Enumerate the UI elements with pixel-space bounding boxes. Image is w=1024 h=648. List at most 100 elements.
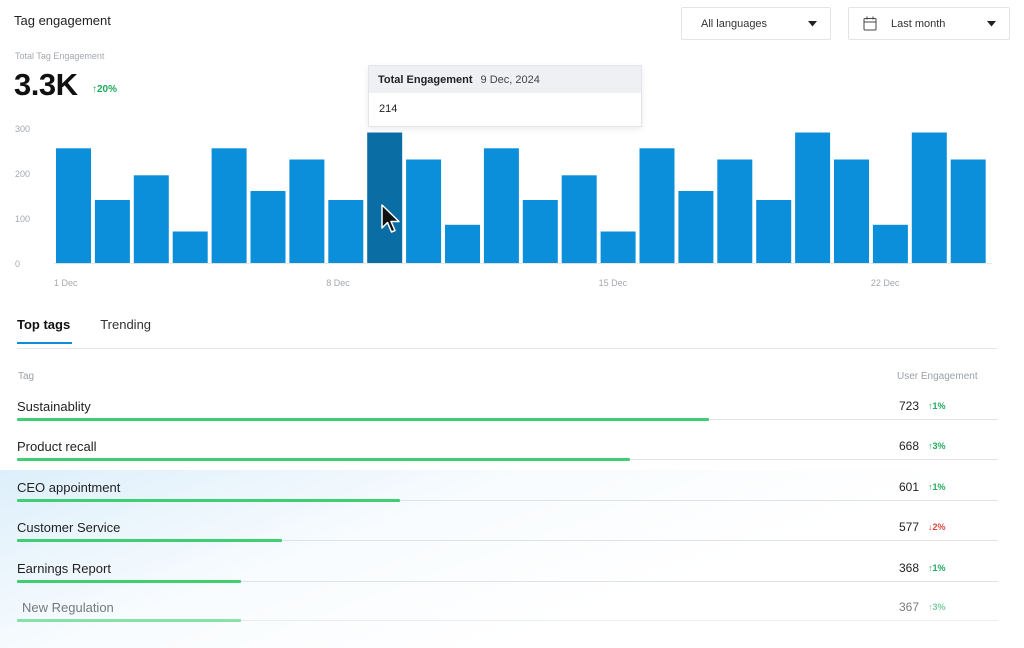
chevron-down-icon <box>808 21 817 27</box>
chart-bar[interactable] <box>172 231 208 264</box>
tag-name: Product recall <box>17 439 97 454</box>
progress-fill <box>17 418 709 421</box>
calendar-icon <box>863 16 877 31</box>
tooltip-date: 9 Dec, 2024 <box>480 73 540 86</box>
engagement-value: 668 <box>899 439 920 453</box>
chart-bar[interactable] <box>133 175 169 264</box>
chart-bar[interactable] <box>600 231 636 264</box>
arrow-up-icon: ↑ <box>928 401 933 411</box>
chart-bar[interactable] <box>950 159 986 264</box>
engagement-value: 601 <box>899 480 920 494</box>
chart-bar[interactable] <box>911 132 947 264</box>
chart-bar[interactable] <box>756 200 792 263</box>
y-tick-label: 200 <box>15 169 30 179</box>
engagement-value: 577 <box>899 520 920 534</box>
tag-name: New Regulation <box>22 600 114 615</box>
chart-tooltip: Total Engagement 9 Dec, 2024 214 <box>368 65 642 127</box>
x-tick-label: 15 Dec <box>599 278 628 288</box>
chart-bar[interactable] <box>639 148 675 264</box>
engagement-delta-value: 3% <box>932 441 946 451</box>
engagement-delta-value: 1% <box>932 482 946 492</box>
arrow-up-icon: ↑ <box>928 563 933 573</box>
engagement-value: 723 <box>899 399 920 413</box>
progress-fill <box>17 499 400 502</box>
chart-bar[interactable] <box>834 159 869 264</box>
tag-name: Customer Service <box>17 520 121 535</box>
table-row[interactable]: New Regulation 367 ↑3% <box>17 600 998 640</box>
engagement-delta-value: 1% <box>932 563 946 573</box>
engagement-delta-value: 3% <box>932 602 946 612</box>
period-select-value: Last month <box>891 17 946 30</box>
engagement-delta: ↑1% <box>928 482 946 492</box>
table-row[interactable]: Product recall 668 ↑3% <box>17 439 998 479</box>
chart-bar[interactable] <box>678 191 714 263</box>
x-tick-label: 22 Dec <box>871 278 900 288</box>
chart-bar[interactable] <box>250 191 286 263</box>
mouse-cursor-icon <box>381 204 400 233</box>
widget-title: Tag engagement <box>14 13 111 28</box>
engagement-delta-value: 1% <box>932 401 946 411</box>
y-tick-label: 100 <box>15 214 30 224</box>
engagement-delta: ↑1% <box>928 401 946 411</box>
engagement-value: 367 <box>899 600 920 614</box>
tab-bar: Top tags Trending <box>17 317 181 344</box>
progress-track <box>17 581 998 582</box>
chart-bar[interactable] <box>561 175 597 264</box>
x-tick-label: 1 Dec <box>54 278 78 288</box>
chart-bar[interactable] <box>94 200 130 263</box>
arrow-up-icon: ↑ <box>928 482 933 492</box>
chart-bar[interactable] <box>483 148 519 264</box>
x-tick-label: 8 Dec <box>326 278 350 288</box>
table-row[interactable]: Customer Service 577 ↓2% <box>17 520 998 560</box>
tab-top-tags[interactable]: Top tags <box>17 317 73 344</box>
arrow-down-icon: ↓ <box>928 522 933 532</box>
chart-bar[interactable] <box>872 224 908 264</box>
tooltip-header: Total Engagement 9 Dec, 2024 <box>369 66 641 93</box>
chart-bar[interactable] <box>289 159 325 264</box>
table-row[interactable]: Earnings Report 368 ↑1% <box>17 561 998 601</box>
chart-bar[interactable] <box>795 132 831 264</box>
language-select-value: All languages <box>701 17 768 30</box>
progress-fill <box>17 539 282 542</box>
table-row[interactable]: CEO appointment 601 ↑1% <box>17 480 998 520</box>
engagement-bar-chart: 300 200 100 0 1 Dec 8 Dec 15 Dec 22 Dec <box>15 124 992 288</box>
kpi-label: Total Tag Engagement <box>15 51 105 61</box>
period-select[interactable]: Last month <box>848 7 1010 40</box>
chart-bar-highlighted[interactable] <box>367 132 403 264</box>
chart-bar[interactable] <box>522 200 558 263</box>
tag-name: CEO appointment <box>17 480 121 495</box>
y-tick-label: 300 <box>15 124 30 134</box>
chart-bar[interactable] <box>328 200 364 263</box>
tooltip-title: Total Engagement <box>378 73 473 86</box>
chart-bar[interactable] <box>211 148 247 264</box>
chart-bar[interactable] <box>445 224 480 264</box>
progress-track <box>17 620 998 621</box>
chart-bar[interactable] <box>56 148 91 264</box>
tab-trending[interactable]: Trending <box>100 317 152 332</box>
chevron-down-icon <box>987 21 996 27</box>
kpi-delta: ↑20% <box>92 84 117 95</box>
progress-track <box>17 500 998 501</box>
engagement-delta: ↑1% <box>928 563 946 573</box>
arrow-up-icon: ↑ <box>928 602 933 612</box>
engagement-delta: ↑3% <box>928 441 946 451</box>
engagement-delta-value: 2% <box>932 522 946 532</box>
progress-fill <box>17 580 241 583</box>
engagement-delta: ↓2% <box>928 522 946 532</box>
y-tick-label: 0 <box>15 259 20 269</box>
table-row[interactable]: Sustainablity 723 ↑1% <box>17 399 998 439</box>
progress-fill <box>17 458 630 461</box>
column-header-engagement: User Engagement <box>897 371 978 382</box>
tag-name: Sustainablity <box>17 399 91 414</box>
chart-bar[interactable] <box>717 159 753 264</box>
language-select[interactable]: All languages <box>681 7 831 40</box>
chart-bar[interactable] <box>406 159 442 264</box>
column-header-tag: Tag <box>18 371 35 382</box>
kpi-delta-value: 20% <box>97 84 118 95</box>
tag-name: Earnings Report <box>17 561 111 576</box>
tab-divider <box>17 348 997 349</box>
progress-fill <box>17 619 241 622</box>
arrow-up-icon: ↑ <box>92 84 97 95</box>
progress-track <box>17 540 998 541</box>
engagement-value: 368 <box>899 561 920 575</box>
